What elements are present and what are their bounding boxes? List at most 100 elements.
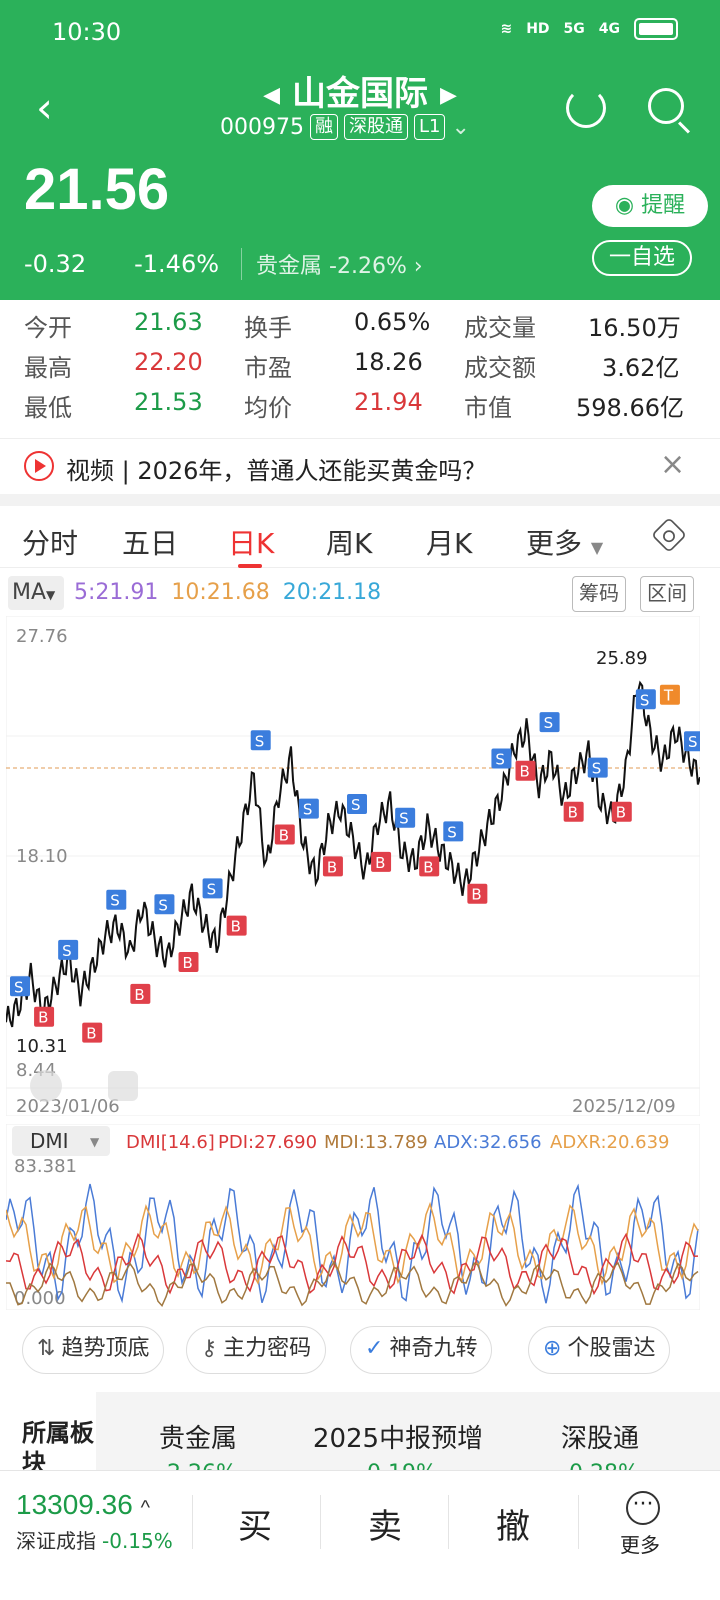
signal-marker-label: S [207,880,217,898]
index-value[interactable]: 13309.36 ^ [16,1489,150,1521]
magic-nine-button[interactable]: ✓ 神奇九转 [350,1326,493,1374]
chevron-down-icon[interactable]: ⌄ [451,114,470,140]
sector-name: 贵金属 [256,254,323,279]
y-max-label: 27.76 [16,626,68,647]
fullscreen-icon[interactable] [108,1071,138,1101]
signal-marker [443,821,464,842]
signal-marker-label: B [616,804,626,822]
signal-marker [10,976,30,997]
play-icon [24,451,54,481]
k-chart-frame [6,616,700,1116]
sector-link[interactable]: 贵金属 -2.26% › [241,248,423,280]
buy-button[interactable]: 买 [238,1507,272,1547]
tag-connect: 深股通 [343,114,408,140]
tool-label: 趋势顶底 [61,1336,150,1361]
remind-button[interactable]: ◉ 提醒 [592,185,708,227]
signal-marker-label: S [592,760,602,778]
main-force-code-button[interactable]: ⚷ 主力密码 [186,1326,327,1374]
signal-marker [154,894,175,915]
news-text[interactable]: 视频 | 2026年，普通人还能买黄金吗？ [66,457,487,485]
signal-marker-label: B [38,1009,48,1027]
refresh-icon[interactable] [566,88,606,128]
pe-label: 市盈 [244,354,292,382]
signal-marker [202,878,223,899]
news-banner[interactable]: 视频 | 2026年，普通人还能买黄金吗？ × [0,438,720,492]
date-start-label: 2023/01/06 [16,1096,120,1116]
signal-marker [539,712,560,733]
signal-marker-label: B [231,918,241,936]
dmi-selector[interactable] [12,1126,110,1156]
tab-weekly-k[interactable]: 周K [326,527,373,560]
more-icon[interactable]: ··· [626,1491,660,1525]
signal-marker-label: S [640,691,650,709]
turnover-value: 0.65% [354,308,431,336]
signal-marker-label: S [14,978,24,996]
avg-label: 均价 [244,394,292,422]
tag-margin: 融 [309,114,338,140]
range-button[interactable]: 区间 [640,576,694,612]
signal-4g-icon: 4G [598,21,620,37]
cancel-order-button[interactable]: 撤 [496,1507,530,1547]
ma10-value: 10:21.68 [171,580,270,605]
dmi-title: DMI[14.6] [126,1132,215,1153]
signal-marker-label: T [663,687,674,705]
signal-marker-label: S [447,823,457,841]
sell-button[interactable]: 卖 [368,1507,402,1547]
signal-marker-label: B [520,763,530,781]
sector-item-name: 深股通 [560,1424,639,1454]
prev-stock-icon[interactable]: ◀ [263,83,280,108]
wifi-icon: ≋ [500,21,513,37]
tab-monthly-k[interactable]: 月K [426,527,473,560]
divider [578,1495,579,1549]
tab-intraday[interactable]: 分时 [22,527,79,560]
stock-radar-button[interactable]: ⊕ 个股雷达 [528,1326,671,1374]
high-value: 22.20 [134,348,203,376]
mktcap-value: 598.66亿 [576,394,684,422]
signal-5g-icon: 5G [563,21,585,37]
index-value-text: 13309.36 [16,1489,133,1520]
remind-label: 提醒 [641,193,686,218]
ma-selector[interactable]: MA▼ [8,576,64,610]
trend-top-bottom-button[interactable]: ⇅ 趋势顶底 [22,1326,165,1374]
dmi-chart[interactable]: DMI ▼ DMI[14.6] PDI:27.690 MDI:13.789 AD… [6,1124,700,1310]
status-bar: 10:30 ≋ HD 5G 4G [0,0,720,64]
hd-icon: HD [526,21,550,37]
search-icon[interactable] [648,88,684,124]
expand-icon[interactable] [30,1070,62,1102]
signal-marker [106,889,127,910]
tab-more[interactable]: 更多 ▼ [526,522,603,562]
radar-icon: ⊕ [543,1336,562,1361]
tag-level: L1 [413,114,446,140]
change-row: -0.32 -1.46% 贵金属 -2.26% › [24,248,423,280]
next-stock-icon[interactable]: ▶ [440,83,457,108]
mktcap-label: 市值 [464,394,512,422]
date-end-label: 2025/12/09 [572,1096,676,1116]
dmi-adx: ADX:32.656 [434,1132,542,1153]
sort-arrows-icon: ⇅ [37,1336,56,1361]
close-icon[interactable]: × [660,447,686,482]
tab-daily-k[interactable]: 日K [228,527,275,560]
divider [192,1495,193,1549]
more-label[interactable]: 更多 [620,1533,660,1557]
low-label: 最低 [24,394,72,422]
chips-button[interactable]: 筹码 [572,576,626,612]
chart-tabs: 分时 五日 日K 周K 月K 更多 ▼ [0,506,720,568]
sector-strip: 所属板块 贵金属-2.26% 2025中报预增-0.19% 深股通-0.28% [0,1392,720,1486]
signal-marker-label: B [86,1025,96,1043]
bell-icon: ◉ [614,193,642,218]
current-price: 21.56 [24,157,170,222]
signal-marker-label: S [303,801,313,819]
back-icon[interactable]: ‹ [36,83,53,132]
ma-values: 5:21.91 10:21.68 20:21.18 [74,580,381,605]
price-change: -0.32 [24,250,87,278]
signal-marker [274,824,295,845]
signal-marker-label: S [495,751,505,769]
pdi-line [6,1232,699,1296]
tab-five-day[interactable]: 五日 [122,527,179,560]
signal-marker-label: S [351,796,361,814]
k-line-chart[interactable]: 27.76 18.10 10.31 8.44 25.89 SBSBSBSBSBS… [6,616,700,1116]
tool-label: 神奇九转 [389,1336,478,1361]
index-name-text: 深证成指 [16,1529,96,1553]
divider [448,1495,449,1549]
watchlist-button[interactable]: 一自选 [592,240,692,276]
